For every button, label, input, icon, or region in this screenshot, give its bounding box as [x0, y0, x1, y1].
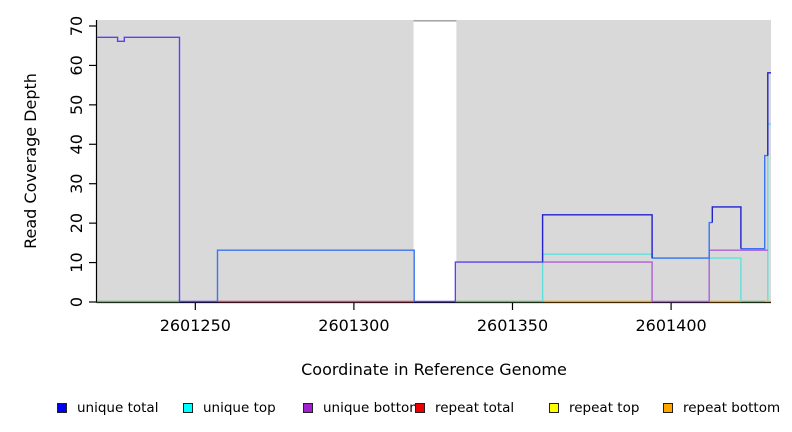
series-unique-bottom-main: [542, 249, 768, 303]
x-tick-label: 2601350: [477, 316, 548, 335]
x-tick-label: 2601300: [318, 316, 389, 335]
series-unique-total-24-box: [711, 206, 742, 249]
legend-item-repeat-bottom: repeat bottom: [663, 400, 780, 416]
series-unique-total-58-spike: [767, 72, 771, 156]
series-unique-total-22-box: [541, 214, 653, 263]
legend-item-unique-total: unique total: [57, 400, 158, 416]
legend-item-unique-bottom: unique bottom: [303, 400, 422, 416]
legend-item-unique-top: unique top: [183, 400, 276, 416]
legend-swatch-unique-total: [57, 403, 67, 413]
series-unique-total-13-shelf: [740, 154, 768, 250]
series-unique-total-67-plateau: [97, 36, 218, 303]
x-axis-title: Coordinate in Reference Genome: [301, 360, 567, 379]
legend-label: unique bottom: [323, 400, 423, 416]
legend-label: repeat top: [569, 400, 640, 416]
series-unique-gap-and-10-shelf: [414, 261, 543, 303]
legend-label: unique total: [77, 400, 159, 416]
y-tick-label: 70: [67, 16, 86, 36]
y-tick-label: 60: [67, 55, 86, 75]
plot-background: [97, 20, 414, 302]
y-tick-label: 40: [67, 134, 86, 154]
x-tick-label: 2601400: [635, 316, 706, 335]
legend-swatch-repeat-total: [415, 403, 425, 413]
y-tick-label: 0: [67, 297, 86, 307]
legend-swatch-repeat-top: [549, 403, 559, 413]
legend-item-repeat-top: repeat top: [549, 400, 639, 416]
x-tick-label: 2601250: [160, 316, 231, 335]
y-tick-label: 30: [67, 174, 86, 194]
legend-swatch-repeat-bottom: [663, 403, 673, 413]
series-unique-total-13-box: [216, 249, 415, 302]
legend-swatch-unique-top: [183, 403, 193, 413]
y-axis-title: Read Coverage Depth: [21, 73, 40, 249]
plot-background: [456, 20, 771, 302]
legend-label: unique top: [203, 400, 276, 416]
legend-label: repeat bottom: [683, 400, 781, 416]
legend-swatch-unique-bottom: [303, 403, 313, 413]
series-unique-total-11-shelf: [652, 221, 713, 259]
y-tick-label: 20: [67, 213, 86, 233]
y-tick-label: 50: [67, 95, 86, 115]
y-tick-label: 10: [67, 252, 86, 272]
legend-label: repeat total: [435, 400, 515, 416]
legend-item-repeat-total: repeat total: [415, 400, 514, 416]
